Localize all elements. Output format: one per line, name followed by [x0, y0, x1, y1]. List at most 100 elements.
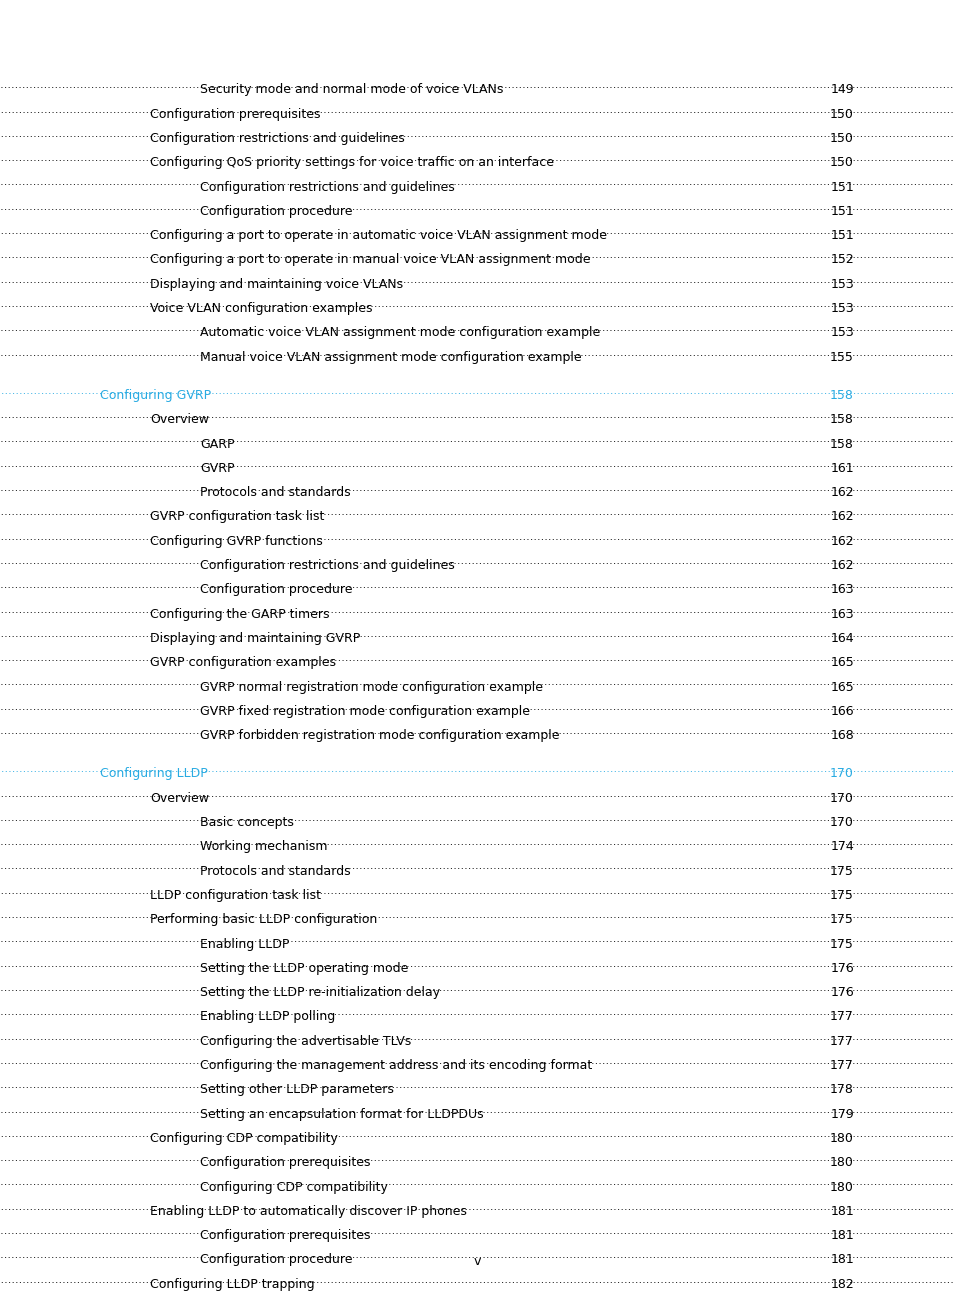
Text: 150: 150	[829, 132, 853, 145]
Text: ················································································: ········································…	[0, 1131, 953, 1142]
Text: Configuration procedure: Configuration procedure	[200, 205, 352, 218]
Text: Configuration prerequisites: Configuration prerequisites	[200, 1156, 370, 1169]
Text: GVRP configuration examples: GVRP configuration examples	[150, 656, 335, 669]
Text: GVRP fixed registration mode configuration example: GVRP fixed registration mode configurati…	[200, 705, 530, 718]
Text: ················································································: ········································…	[0, 277, 953, 288]
Text: Configuring the management address and its encoding format: Configuring the management address and i…	[200, 1059, 592, 1072]
Text: ················································································: ········································…	[0, 889, 953, 899]
Text: 162: 162	[829, 535, 853, 548]
Text: 175: 175	[829, 864, 853, 877]
Text: ················································································: ········································…	[0, 438, 953, 447]
Text: ················································································: ········································…	[0, 157, 953, 166]
Text: Setting an encapsulation format for LLDPDUs: Setting an encapsulation format for LLDP…	[200, 1108, 483, 1121]
Text: 162: 162	[829, 559, 853, 572]
Text: ················································································: ········································…	[0, 254, 953, 263]
Text: ················································································: ········································…	[0, 1278, 953, 1288]
Text: 177: 177	[829, 1034, 853, 1047]
Text: 155: 155	[829, 351, 853, 364]
Text: ················································································: ········································…	[0, 132, 953, 143]
Text: ················································································: ········································…	[0, 986, 953, 997]
Text: ················································································: ········································…	[0, 864, 953, 875]
Text: Setting the LLDP operating mode: Setting the LLDP operating mode	[200, 962, 408, 975]
Text: ················································································: ········································…	[0, 962, 953, 972]
Text: Configuring GVRP functions: Configuring GVRP functions	[150, 535, 322, 548]
Text: 175: 175	[829, 914, 853, 927]
Text: Configuration procedure: Configuration procedure	[200, 583, 352, 596]
Text: 158: 158	[829, 438, 853, 451]
Text: ················································································: ········································…	[0, 937, 953, 947]
Text: 177: 177	[829, 1011, 853, 1024]
Text: Performing basic LLDP configuration: Performing basic LLDP configuration	[150, 914, 376, 927]
Text: 149: 149	[829, 83, 853, 96]
Text: ················································································: ········································…	[0, 767, 953, 778]
Text: 151: 151	[829, 205, 853, 218]
Text: Configuring CDP compatibility: Configuring CDP compatibility	[200, 1181, 388, 1194]
Text: 163: 163	[829, 608, 853, 621]
Text: ················································································: ········································…	[0, 1034, 953, 1045]
Text: 165: 165	[829, 680, 853, 693]
Text: ················································································: ········································…	[0, 389, 953, 399]
Text: 168: 168	[829, 730, 853, 743]
Text: Working mechanism: Working mechanism	[200, 840, 327, 853]
Text: Configuring CDP compatibility: Configuring CDP compatibility	[150, 1131, 337, 1144]
Text: Overview: Overview	[150, 792, 209, 805]
Text: Configuration restrictions and guidelines: Configuration restrictions and guideline…	[150, 132, 404, 145]
Text: 158: 158	[829, 389, 853, 402]
Text: 166: 166	[829, 705, 853, 718]
Text: ················································································: ········································…	[0, 1011, 953, 1020]
Text: ················································································: ········································…	[0, 229, 953, 240]
Text: Configuration prerequisites: Configuration prerequisites	[150, 108, 320, 121]
Text: ················································································: ········································…	[0, 1083, 953, 1094]
Text: Configuring a port to operate in manual voice VLAN assignment mode: Configuring a port to operate in manual …	[150, 254, 590, 267]
Text: ················································································: ········································…	[0, 705, 953, 715]
Text: ················································································: ········································…	[0, 730, 953, 739]
Text: ················································································: ········································…	[0, 302, 953, 312]
Text: Displaying and maintaining voice VLANs: Displaying and maintaining voice VLANs	[150, 277, 403, 290]
Text: Configuring LLDP trapping: Configuring LLDP trapping	[150, 1278, 314, 1291]
Text: 178: 178	[829, 1083, 853, 1096]
Text: ················································································: ········································…	[0, 583, 953, 594]
Text: GVRP configuration task list: GVRP configuration task list	[150, 511, 324, 524]
Text: ················································································: ········································…	[0, 1253, 953, 1264]
Text: 180: 180	[829, 1131, 853, 1144]
Text: LLDP configuration task list: LLDP configuration task list	[150, 889, 320, 902]
Text: 181: 181	[829, 1253, 853, 1266]
Text: 162: 162	[829, 486, 853, 499]
Text: 158: 158	[829, 413, 853, 426]
Text: Enabling LLDP polling: Enabling LLDP polling	[200, 1011, 335, 1024]
Text: ················································································: ········································…	[0, 914, 953, 923]
Text: 170: 170	[829, 792, 853, 805]
Text: ················································································: ········································…	[0, 816, 953, 826]
Text: ················································································: ········································…	[0, 656, 953, 666]
Text: 151: 151	[829, 180, 853, 193]
Text: ················································································: ········································…	[0, 180, 953, 191]
Text: Protocols and standards: Protocols and standards	[200, 486, 351, 499]
Text: ················································································: ········································…	[0, 1108, 953, 1117]
Text: 150: 150	[829, 108, 853, 121]
Text: ················································································: ········································…	[0, 840, 953, 850]
Text: Configuring the GARP timers: Configuring the GARP timers	[150, 608, 329, 621]
Text: Protocols and standards: Protocols and standards	[200, 864, 351, 877]
Text: Configuring GVRP: Configuring GVRP	[100, 389, 211, 402]
Text: Configuration restrictions and guidelines: Configuration restrictions and guideline…	[200, 180, 455, 193]
Text: 176: 176	[829, 986, 853, 999]
Text: ················································································: ········································…	[0, 559, 953, 569]
Text: ················································································: ········································…	[0, 413, 953, 424]
Text: Configuring a port to operate in automatic voice VLAN assignment mode: Configuring a port to operate in automat…	[150, 229, 606, 242]
Text: Manual voice VLAN assignment mode configuration example: Manual voice VLAN assignment mode config…	[200, 351, 581, 364]
Text: ················································································: ········································…	[0, 205, 953, 215]
Text: ················································································: ········································…	[0, 511, 953, 521]
Text: Voice VLAN configuration examples: Voice VLAN configuration examples	[150, 302, 372, 315]
Text: ················································································: ········································…	[0, 1181, 953, 1191]
Text: Overview: Overview	[150, 413, 209, 426]
Text: GVRP forbidden registration mode configuration example: GVRP forbidden registration mode configu…	[200, 730, 558, 743]
Text: Security mode and normal mode of voice VLANs: Security mode and normal mode of voice V…	[200, 83, 503, 96]
Text: 164: 164	[829, 632, 853, 645]
Text: Setting other LLDP parameters: Setting other LLDP parameters	[200, 1083, 394, 1096]
Text: 162: 162	[829, 511, 853, 524]
Text: ················································································: ········································…	[0, 1229, 953, 1239]
Text: ················································································: ········································…	[0, 535, 953, 544]
Text: Configuring the advertisable TLVs: Configuring the advertisable TLVs	[200, 1034, 411, 1047]
Text: 179: 179	[829, 1108, 853, 1121]
Text: 153: 153	[829, 302, 853, 315]
